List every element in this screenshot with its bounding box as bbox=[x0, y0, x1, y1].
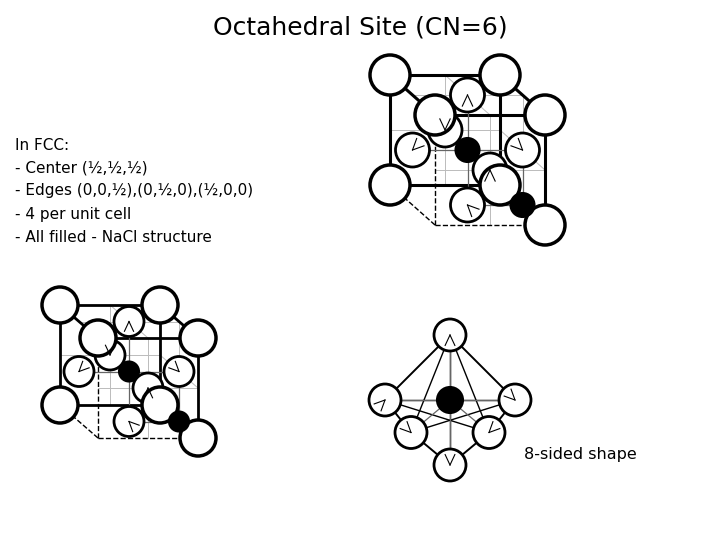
Circle shape bbox=[164, 356, 194, 387]
Circle shape bbox=[142, 287, 178, 323]
Circle shape bbox=[434, 319, 466, 351]
Circle shape bbox=[525, 205, 565, 245]
Circle shape bbox=[434, 449, 466, 481]
Circle shape bbox=[480, 55, 520, 95]
Circle shape bbox=[428, 113, 462, 147]
Circle shape bbox=[451, 188, 485, 222]
Circle shape bbox=[370, 165, 410, 205]
Circle shape bbox=[180, 320, 216, 356]
Text: 8-sided shape: 8-sided shape bbox=[523, 448, 636, 462]
Text: In FCC:: In FCC: bbox=[15, 138, 69, 152]
Circle shape bbox=[473, 416, 505, 449]
Text: - All filled - NaCl structure: - All filled - NaCl structure bbox=[15, 230, 212, 245]
Circle shape bbox=[80, 320, 116, 356]
Circle shape bbox=[370, 55, 410, 95]
Circle shape bbox=[142, 387, 178, 423]
Circle shape bbox=[395, 133, 430, 167]
Circle shape bbox=[114, 407, 144, 436]
Circle shape bbox=[64, 356, 94, 387]
Text: Octahedral Site (CN=6): Octahedral Site (CN=6) bbox=[212, 16, 508, 40]
Circle shape bbox=[437, 387, 463, 413]
Circle shape bbox=[510, 193, 534, 217]
Text: - Edges (0,0,½),(0,½,0),(½,0,0): - Edges (0,0,½),(0,½,0),(½,0,0) bbox=[15, 184, 253, 199]
Circle shape bbox=[480, 165, 520, 205]
Circle shape bbox=[180, 420, 216, 456]
Circle shape bbox=[42, 287, 78, 323]
Circle shape bbox=[369, 384, 401, 416]
Circle shape bbox=[473, 153, 507, 187]
Circle shape bbox=[456, 138, 480, 162]
Circle shape bbox=[415, 95, 455, 135]
Circle shape bbox=[119, 361, 139, 381]
Circle shape bbox=[395, 416, 427, 449]
Circle shape bbox=[505, 133, 539, 167]
Circle shape bbox=[42, 387, 78, 423]
Text: - 4 per unit cell: - 4 per unit cell bbox=[15, 206, 131, 221]
Circle shape bbox=[499, 384, 531, 416]
Circle shape bbox=[95, 340, 125, 370]
Circle shape bbox=[451, 78, 485, 112]
Circle shape bbox=[169, 411, 189, 431]
Circle shape bbox=[133, 373, 163, 403]
Text: - Center (½,½,½): - Center (½,½,½) bbox=[15, 160, 148, 176]
Circle shape bbox=[525, 95, 565, 135]
Circle shape bbox=[114, 307, 144, 336]
